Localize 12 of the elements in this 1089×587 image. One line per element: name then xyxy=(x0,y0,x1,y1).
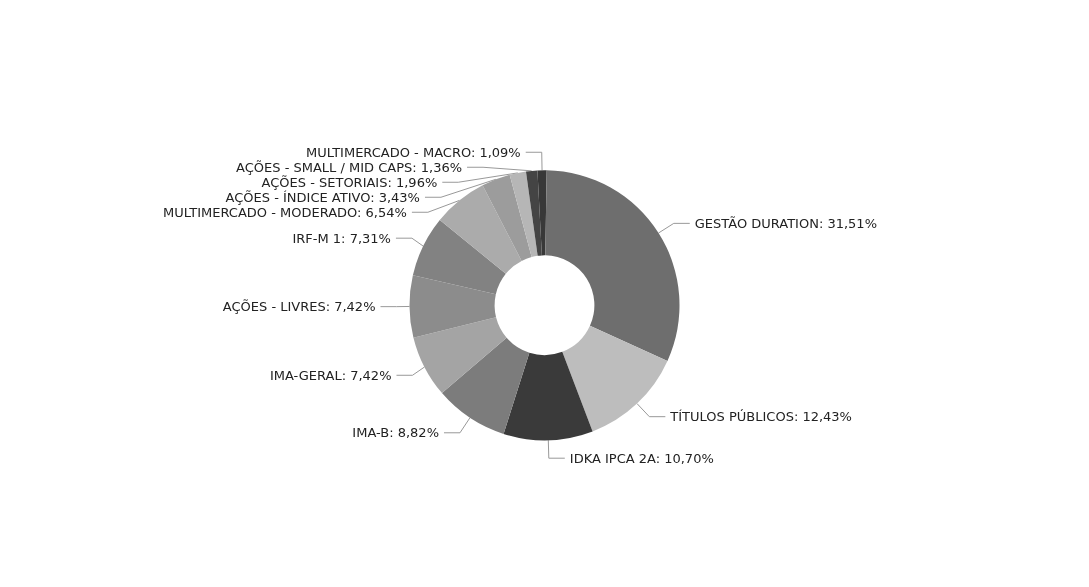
slice-label: IDKA IPCA 2A: 10,70% xyxy=(569,450,714,466)
slice-label: IRF-M 1: 7,31% xyxy=(292,230,391,246)
slice-label: MULTIMERCADO - MACRO: 1,09% xyxy=(305,144,521,160)
slice-label: TÍTULOS PÚBLICOS: 12,43% xyxy=(669,409,852,425)
slice-label: IMA-B: 8,82% xyxy=(352,425,439,441)
slice-label: MULTIMERCADO - MODERADO: 6,54% xyxy=(163,204,407,220)
slice-label: GESTÃO DURATION: 31,51% xyxy=(694,215,877,231)
slice-label: AÇÕES - SETORIAIS: 1,96% xyxy=(261,174,438,190)
slice-label: AÇÕES - LIVRES: 7,42% xyxy=(222,299,376,315)
slice-label: AÇÕES - SMALL / MID CAPS: 1,36% xyxy=(236,159,463,175)
slice-label: AÇÕES - ÍNDICE ATIVO: 3,43% xyxy=(225,189,420,205)
slice-label: IMA-GERAL: 7,42% xyxy=(269,367,392,383)
